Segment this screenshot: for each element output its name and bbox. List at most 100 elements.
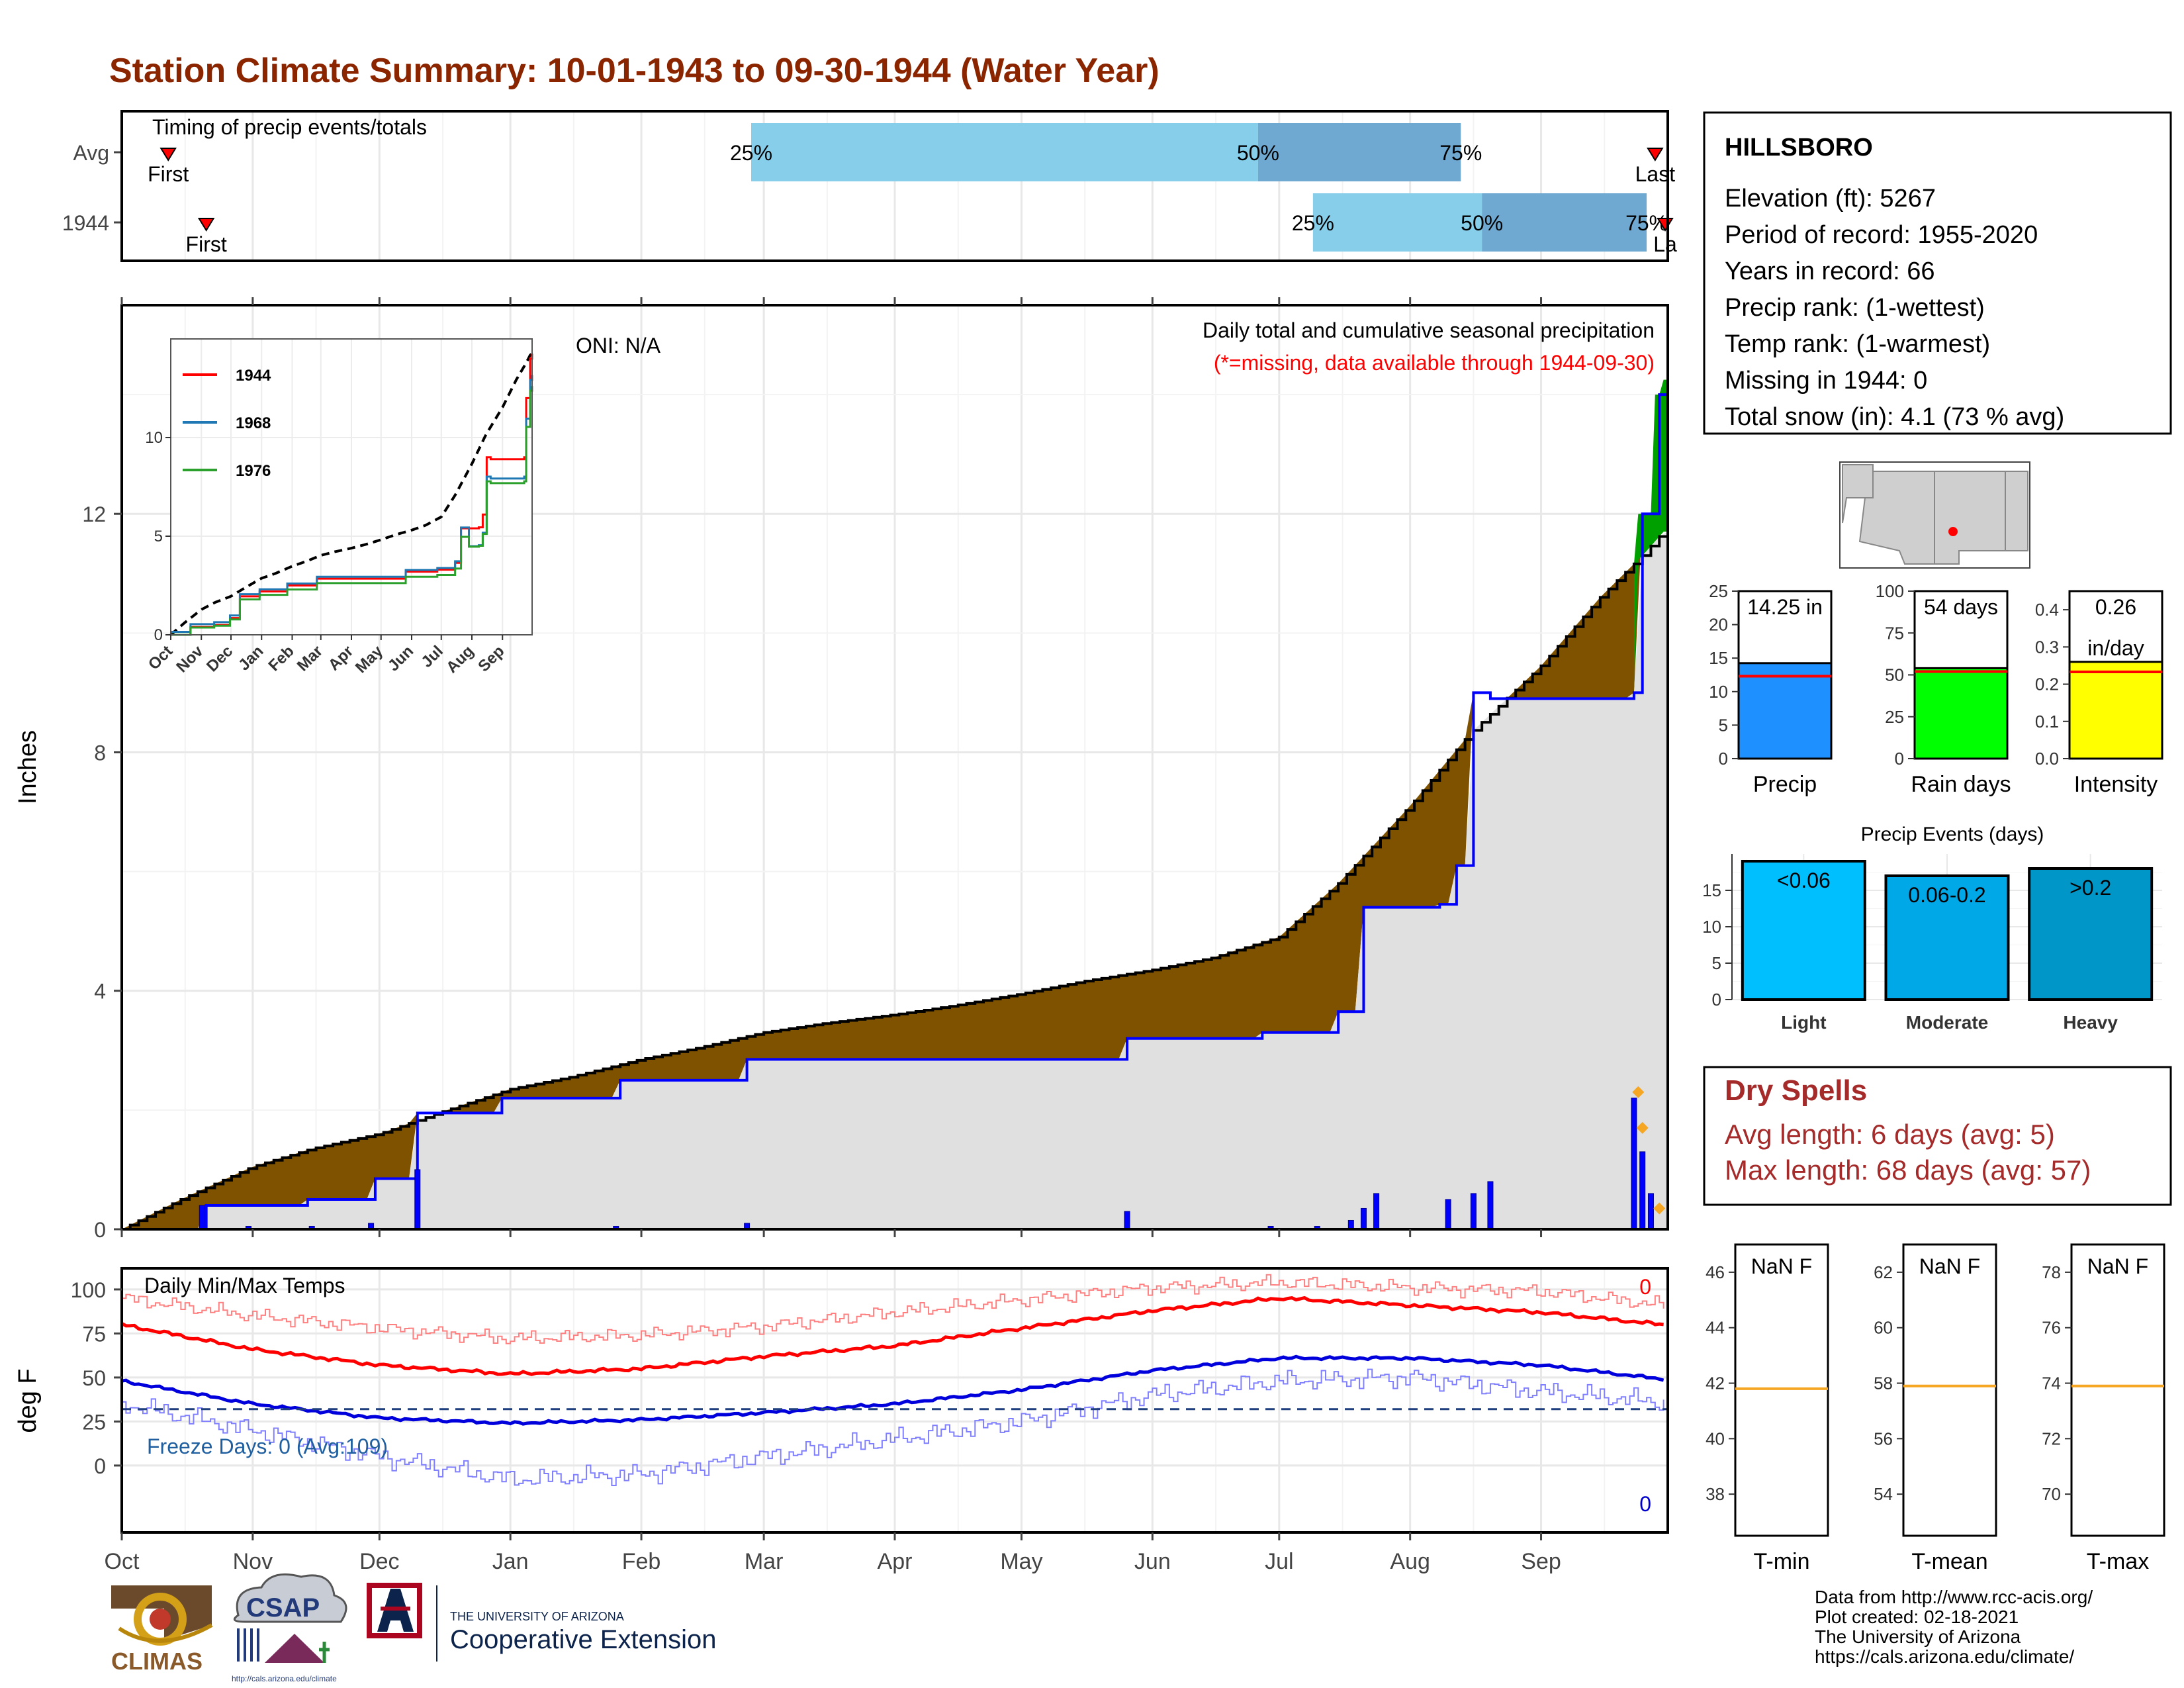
summary-bar-label: Intensity: [2074, 772, 2158, 797]
timing-q25-label: 25%: [730, 141, 772, 165]
daily-record-marker: [1636, 1121, 1649, 1134]
inset-y-tick-label: 0: [154, 626, 163, 644]
timing-panel: Timing of precip events/totals Avg 25% 50%…: [62, 110, 1677, 262]
precip-events-title: Precip Events (days): [1861, 823, 2044, 845]
daily-precip-bar: [1373, 1193, 1380, 1230]
temp-y-tick-label: 75: [82, 1322, 106, 1346]
precip-event-bar-label: <0.06: [1777, 868, 1831, 892]
average-cumulative-line: [122, 532, 1669, 1231]
timing-last-label: La: [1653, 232, 1677, 256]
precip-event-tick-label: 5: [1712, 953, 1721, 973]
temp-box-tick-label: 38: [1706, 1484, 1725, 1504]
month-tick-label: Oct: [105, 1549, 140, 1574]
climas-logo: CLIMAS: [111, 1585, 213, 1675]
precip-event-category: Light: [1781, 1012, 1826, 1033]
precip-panel-subtitle: (*=missing, data available through 1944-…: [1214, 351, 1655, 375]
timing-first-label: First: [186, 232, 227, 256]
timing-last-marker: [1647, 148, 1664, 162]
temp-box-tick-label: 76: [2042, 1318, 2061, 1338]
month-tick-label: Sep: [1521, 1549, 1561, 1574]
above-average-area: [122, 379, 1668, 1230]
temp-y-axis-label: deg F: [14, 1368, 42, 1432]
month-tick-label: Jun: [1134, 1549, 1171, 1574]
university-of-arizona-logo: THE UNIVERSITY OF ARIZONA Cooperative Ex…: [367, 1583, 716, 1662]
temp-box-t-min: 38 40 42 44 46 NaN F T-min: [1706, 1243, 1829, 1574]
timing-first-marker: [197, 218, 215, 232]
temp-box-value: NaN F: [1751, 1254, 1812, 1278]
dry-spells-box: Dry Spells Avg length: 6 days (avg: 5) M…: [1703, 1066, 2172, 1206]
timing-q75-label: 75%: [1439, 141, 1482, 165]
record-low-line: [122, 1368, 1664, 1486]
temp-box-tick-label: 62: [1874, 1262, 1893, 1282]
daily-precip-bar: [199, 1205, 205, 1230]
page-title: Station Climate Summary: 10-01-1943 to 0…: [109, 52, 1160, 90]
oni-label: ONI: N/A: [576, 334, 661, 357]
temp-box-t-max: 70 72 74 76 78 NaN F T-max: [2042, 1243, 2165, 1574]
summary-bar-rain-days: 0 25 50 75 100 54 days Rain days: [1876, 581, 2011, 797]
year-cumulative-area: [122, 532, 1668, 1230]
min-count-label: 0: [1639, 1492, 1651, 1516]
temp-box-tick-label: 72: [2042, 1429, 2061, 1448]
station-info-box: HILLSBORO Elevation (ft): 5267 Period of …: [1703, 111, 2172, 435]
locator-map: [1839, 461, 2030, 569]
summary-bar-fill: [2068, 661, 2163, 760]
timing-bar-50-75: [1257, 123, 1461, 181]
precip-y-tick-label: 4: [94, 980, 106, 1004]
inset-legend-label: 1976: [236, 462, 271, 480]
summary-bar-tick-label: 100: [1876, 581, 1904, 601]
footer-line-4: https://cals.arizona.edu/climate/: [1815, 1646, 2074, 1667]
precip-y-axis-label: Inches: [14, 730, 42, 804]
month-tick-label: Apr: [878, 1549, 913, 1574]
summary-bar-tick-label: 10: [1709, 682, 1728, 702]
station-info-line: Precip rank: (1-wettest): [1725, 294, 1985, 322]
daily-precip-bar: [414, 1169, 421, 1230]
temp-box-value: NaN F: [1919, 1254, 1980, 1278]
month-tick-label: Nov: [233, 1549, 273, 1574]
temp-y-tick-label: 0: [94, 1454, 106, 1478]
temp-box-tick-label: 40: [1706, 1429, 1725, 1448]
average-low-line: [121, 1354, 1664, 1426]
summary-bar-value: 14.25 in: [1747, 595, 1823, 619]
inset-legend-label: 1944: [236, 367, 271, 385]
summary-bar-tick-label: 0.1: [2035, 712, 2059, 731]
summary-bar-fill: [1913, 667, 2009, 760]
footer-line-3: The University of Arizona: [1815, 1626, 2021, 1647]
summary-bar-tick-label: 5: [1719, 715, 1728, 735]
dry-spells-avg: Avg length: 6 days (avg: 5): [1725, 1119, 2055, 1150]
timing-bar-50-75: [1482, 193, 1647, 252]
temp-y-tick-label: 50: [82, 1366, 106, 1390]
daily-precip-bar: [1487, 1181, 1494, 1230]
temp-y-tick-label: 100: [71, 1278, 106, 1302]
average-high-line: [120, 1295, 1664, 1376]
timing-last-label: Last: [1635, 162, 1676, 186]
temp-box-tick-label: 54: [1874, 1484, 1893, 1504]
month-tick-label: Aug: [1390, 1549, 1430, 1574]
month-tick-label: Feb: [622, 1549, 661, 1574]
temp-box-label: T-mean: [1911, 1549, 1987, 1574]
summary-bar-value: 0.26: [2095, 595, 2136, 619]
summary-bar-fill: [1737, 662, 1833, 760]
precip-event-tick-label: 0: [1712, 990, 1721, 1009]
summary-bar-tick-label: 0.2: [2035, 675, 2059, 694]
station-info-line: Period of record: 1955-2020: [1725, 221, 2038, 249]
timing-row-1944: 1944 25% 50% 75%First La: [62, 193, 1677, 256]
daily-precip-bar: [1360, 1207, 1367, 1230]
daily-precip-bar: [1124, 1211, 1130, 1230]
timing-bar-25-50: [751, 123, 1258, 181]
footer-logos: CLIMAS CSAP http://cals.arizona.edu/clim…: [111, 1573, 716, 1683]
temp-box-value: NaN F: [2087, 1254, 2148, 1278]
timing-first-label: First: [148, 162, 189, 186]
precip-y-tick-label: 0: [94, 1218, 106, 1242]
summary-bar-tick-label: 0.4: [2035, 600, 2059, 620]
summary-bar-tick-label: 50: [1885, 665, 1904, 685]
inset-series-1944: [171, 353, 533, 636]
year-cumulative-line: [122, 379, 1669, 1231]
precip-event-category: Moderate: [1906, 1012, 1988, 1033]
summary-bar-tick-label: 0.3: [2035, 637, 2059, 657]
daily-precip-bar: [1631, 1098, 1637, 1230]
summary-bar-intensity: 0.0 0.1 0.2 0.3 0.4 0.26 in/day Intensity: [2035, 590, 2163, 797]
summary-bar-tick-label: 0: [1895, 749, 1904, 769]
ua-extension-label: Cooperative Extension: [450, 1625, 716, 1654]
inset-average-line: [169, 352, 533, 636]
